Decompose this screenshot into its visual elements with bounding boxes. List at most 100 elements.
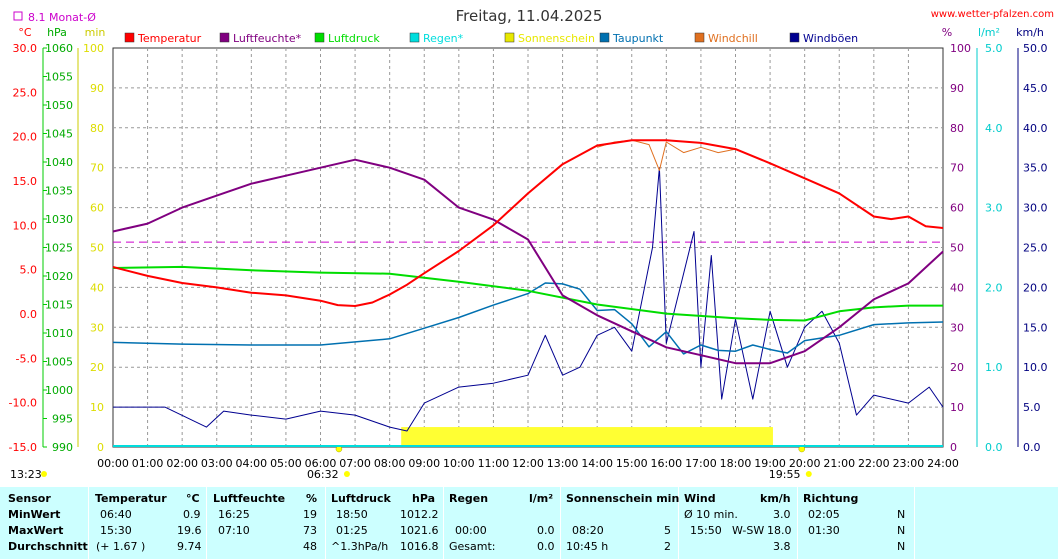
humidity-tick-label: 30 xyxy=(950,321,964,334)
temp-tick-label: 0.0 xyxy=(20,308,38,321)
temp-tick-label: -5.0 xyxy=(16,352,37,365)
header-press-unit: hPa xyxy=(412,492,436,505)
column-separator xyxy=(206,487,207,559)
rain-tick-label: 4.0 xyxy=(985,122,1003,135)
legend-label: Windchill xyxy=(708,32,758,45)
sun-tick-label: 0 xyxy=(97,441,104,454)
sunset-label: 19:55 xyxy=(769,468,801,481)
temp-tick-label: 5.0 xyxy=(20,264,38,277)
time-tick-label: 15:00 xyxy=(616,457,648,470)
website-label: www.wetter-pfalzen.com xyxy=(931,9,1054,20)
header-richtung: Richtung xyxy=(803,492,859,505)
time-tick-label: 02:00 xyxy=(166,457,198,470)
min-temp-value: 0.9 xyxy=(183,508,201,521)
avg-temp-value: 9.74 xyxy=(177,540,202,553)
temp-tick-label: -10.0 xyxy=(9,397,37,410)
axis-unit-label: % xyxy=(942,26,952,39)
stats-header-row: Sensor Temperatur °C Luftfeuchte % Luftd… xyxy=(0,491,1058,507)
header-luftdruck: Luftdruck xyxy=(331,492,391,505)
legend-label: Windböen xyxy=(803,32,858,45)
legend-swatch xyxy=(124,32,135,43)
pressure-tick-label: 1060 xyxy=(45,42,73,55)
time-tick-label: 22:00 xyxy=(858,457,890,470)
time-tick-label: 03:00 xyxy=(201,457,233,470)
legend-swatch xyxy=(694,32,705,43)
header-regen: Regen xyxy=(449,492,489,505)
time-tick-label: 24:00 xyxy=(927,457,959,470)
avg-dir-value: N xyxy=(897,540,906,553)
max-dir-time: 01:30 xyxy=(808,524,840,537)
sun-tick-label: 100 xyxy=(83,42,104,55)
wind-tick-label: 10.0 xyxy=(1023,361,1048,374)
max-sun-time: 08:20 xyxy=(572,524,604,537)
time-tick-label: 20:00 xyxy=(789,457,821,470)
sunshine-bars xyxy=(401,427,773,447)
series-line-taupunkt xyxy=(112,282,944,355)
legend-label: Taupunkt xyxy=(612,32,664,45)
time-tick-label: 19:00 xyxy=(754,457,786,470)
rain-tick-label: 0.0 xyxy=(985,441,1003,454)
wind-tick-label: 20.0 xyxy=(1023,281,1048,294)
legend-label: Regen* xyxy=(423,32,464,45)
max-wind-value: 18.0 xyxy=(767,524,792,537)
legend-swatch xyxy=(409,32,420,43)
min-press-value: 1012.2 xyxy=(400,508,439,521)
time-tick-label: 13:00 xyxy=(547,457,579,470)
time-tick-label: 12:00 xyxy=(512,457,544,470)
max-press-time: 01:25 xyxy=(336,524,368,537)
rain-tick-label: 1.0 xyxy=(985,361,1003,374)
stats-max-row: MaxWert 15:30 19.6 07:10 73 01:25 1021.6… xyxy=(0,523,1058,539)
column-separator xyxy=(325,487,326,559)
grid xyxy=(113,48,943,447)
series-line-luftdruck xyxy=(112,265,943,322)
weather-chart: Freitag, 11.04.2025 www.wetter-pfalzen.co… xyxy=(9,7,1054,481)
min-hum-value: 19 xyxy=(303,508,317,521)
avg-wind-value: 3.8 xyxy=(773,540,791,553)
temp-tick-label: -15.0 xyxy=(9,441,37,454)
humidity-tick-label: 100 xyxy=(950,42,971,55)
sunrise-icon xyxy=(343,471,350,477)
sun-tick-label: 50 xyxy=(90,242,104,255)
max-temp-value: 19.6 xyxy=(177,524,202,537)
avg-rain-value: 0.0 xyxy=(537,540,555,553)
pressure-tick-label: 1050 xyxy=(45,99,73,112)
legend-swatch xyxy=(219,32,230,43)
avg-hum-value: 48 xyxy=(303,540,317,553)
pressure-tick-label: 1000 xyxy=(45,384,73,397)
time-tick-label: 10:00 xyxy=(443,457,475,470)
stats-table: Sensor Temperatur °C Luftfeuchte % Luftd… xyxy=(0,487,1058,559)
avg-sun-time: 10:45 h xyxy=(566,540,609,553)
moon-icon xyxy=(41,471,47,477)
max-dir-value: N xyxy=(897,524,906,537)
wind-tick-label: 15.0 xyxy=(1023,321,1048,334)
rain-tick-label: 2.0 xyxy=(985,281,1003,294)
pressure-tick-label: 1045 xyxy=(45,128,73,141)
humidity-tick-label: 10 xyxy=(950,401,964,414)
time-tick-label: 05:00 xyxy=(270,457,302,470)
sun-tick-label: 40 xyxy=(90,281,104,294)
pressure-tick-label: 1055 xyxy=(45,71,73,84)
header-wind-unit: km/h xyxy=(760,492,791,505)
legend-swatch xyxy=(314,32,325,43)
wind-tick-label: 0.0 xyxy=(1023,441,1041,454)
humidity-tick-label: 90 xyxy=(950,82,964,95)
rain-tick-label: 5.0 xyxy=(985,42,1003,55)
time-tick-label: 16:00 xyxy=(650,457,682,470)
column-separator xyxy=(560,487,561,559)
stats-min-row: MinWert 06:40 0.9 16:25 19 18:50 1012.2 … xyxy=(0,507,1058,523)
time-tick-label: 04:00 xyxy=(235,457,267,470)
avg-rain-label: Gesamt: xyxy=(449,540,496,553)
column-separator xyxy=(914,487,915,559)
axis-unit-label: °C xyxy=(18,26,32,39)
temp-tick-label: 10.0 xyxy=(13,219,38,232)
max-rain-value: 0.0 xyxy=(537,524,555,537)
humidity-tick-label: 20 xyxy=(950,361,964,374)
legend-swatch xyxy=(599,32,610,43)
avg-press-value: 1016.8 xyxy=(400,540,439,553)
axis-unit-label: l/m² xyxy=(978,26,1000,39)
humidity-tick-label: 70 xyxy=(950,162,964,175)
pressure-tick-label: 990 xyxy=(52,441,73,454)
wind-tick-label: 35.0 xyxy=(1023,162,1048,175)
temp-tick-label: 15.0 xyxy=(13,175,38,188)
